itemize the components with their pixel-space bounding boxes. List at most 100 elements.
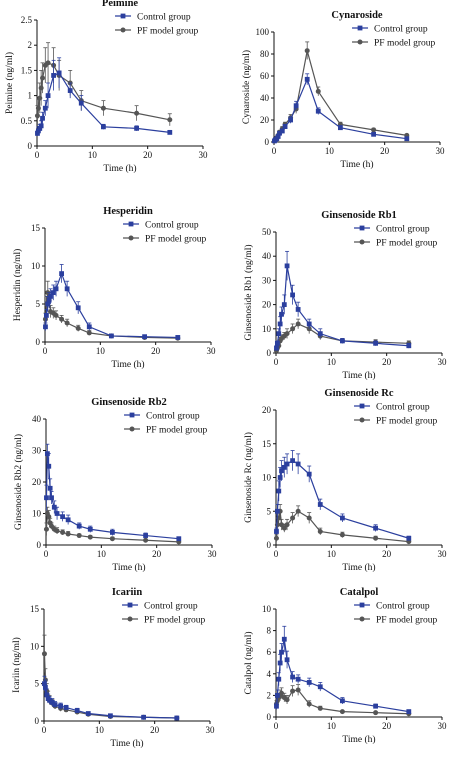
data-point — [295, 307, 301, 312]
data-point — [37, 125, 43, 131]
data-point — [339, 532, 345, 538]
legend-marker — [128, 221, 134, 227]
x-tick-label: 10 — [327, 721, 337, 731]
data-point — [290, 674, 295, 680]
data-point — [176, 536, 182, 542]
data-point — [53, 312, 59, 318]
x-tick-label: 20 — [382, 721, 392, 731]
series-line — [275, 265, 409, 349]
data-point — [279, 468, 284, 474]
data-point — [78, 100, 84, 106]
y-tick-label: 0 — [35, 716, 40, 726]
data-point — [315, 88, 321, 94]
legend-label: PF model group — [145, 235, 206, 245]
legend-label: Control group — [137, 13, 191, 23]
legend-marker — [129, 426, 135, 432]
data-point — [274, 345, 279, 351]
x-tick-label: 10 — [325, 146, 335, 156]
data-point — [43, 526, 49, 532]
data-point — [295, 676, 301, 682]
x-tick-label: 10 — [97, 549, 107, 559]
data-point — [38, 123, 44, 129]
chart-title: Ginsenoside Rb1 — [321, 210, 397, 221]
data-point — [317, 705, 323, 711]
data-point — [317, 684, 323, 690]
data-point — [143, 537, 149, 543]
data-point — [315, 108, 321, 114]
y-tick-label: 10 — [32, 509, 42, 519]
data-point — [38, 85, 44, 91]
x-tick-label: 0 — [274, 549, 279, 559]
y-tick-label: 5 — [267, 506, 272, 516]
legend-label: Control group — [376, 602, 430, 612]
y-tick-label: 5 — [35, 679, 40, 689]
y-tick-label: 100 — [256, 27, 270, 37]
data-point — [64, 320, 70, 326]
data-point — [45, 60, 51, 66]
y-tick-label: 6 — [267, 647, 272, 657]
x-tick-label: 30 — [438, 549, 448, 559]
data-point — [59, 271, 64, 276]
x-tick-label: 20 — [143, 150, 153, 160]
data-point — [101, 124, 106, 130]
x-tick-label: 30 — [199, 150, 209, 160]
data-point — [42, 685, 48, 690]
data-point — [174, 715, 180, 721]
data-point — [281, 302, 287, 307]
data-point — [279, 690, 285, 696]
series-line — [275, 639, 409, 713]
x-tick-label: 0 — [272, 146, 277, 156]
chart-panel-1: Peimine 0 0.5 1 1.5 2 2.5 0 10 20 30 Time (h) Peimin… — [4, 0, 208, 174]
data-point — [275, 134, 281, 139]
data-point — [284, 697, 290, 703]
chart-title: Cynaroside — [331, 10, 382, 21]
data-point — [37, 95, 43, 101]
y-tick-label: 10 — [262, 473, 272, 483]
data-point — [43, 324, 48, 330]
y-tick-label: 40 — [32, 414, 42, 424]
data-point — [109, 536, 115, 542]
y-tick-label: 15 — [30, 604, 40, 614]
data-point — [75, 325, 81, 331]
y-tick-label: 40 — [260, 93, 270, 103]
y-tick-label: 2 — [267, 690, 272, 700]
x-axis-label: Time (h) — [112, 562, 145, 573]
legend-marker — [357, 25, 363, 31]
data-point — [404, 136, 410, 142]
y-tick-label: 0 — [36, 337, 41, 347]
legend-marker — [359, 602, 365, 608]
y-axis-label: Ginsenoside Rc (ng/ml) — [243, 432, 254, 523]
data-point — [304, 48, 310, 54]
x-tick-label: 20 — [150, 725, 160, 735]
data-point — [276, 331, 282, 337]
y-tick-label: 2.5 — [21, 15, 33, 25]
y-axis-label: Cynaroside (ng/ml) — [241, 50, 252, 124]
chart-title: Hesperidin — [103, 206, 153, 217]
data-point — [46, 297, 52, 303]
data-point — [40, 115, 45, 121]
series-pf-model-group — [34, 42, 173, 126]
data-point — [317, 529, 323, 534]
legend-label: PF model group — [374, 39, 435, 49]
y-tick-label: 0 — [265, 137, 270, 147]
y-tick-label: 5 — [36, 299, 41, 309]
legend-label: PF model group — [376, 616, 437, 626]
chart-title: Icariin — [112, 587, 142, 598]
data-point — [60, 514, 65, 520]
legend-entry-pf-model-group: PF model group — [354, 239, 437, 249]
data-point — [306, 471, 312, 477]
legend-label: Control group — [376, 225, 430, 235]
legend-entry-pf-model-group: PF model group — [115, 27, 198, 37]
series-pf-model-group — [43, 506, 182, 545]
y-tick-label: 15 — [31, 223, 41, 233]
y-tick-label: 0 — [37, 540, 42, 550]
data-point — [75, 305, 81, 311]
x-tick-label: 30 — [206, 725, 216, 735]
chart-title: Ginsenoside Rc — [324, 388, 393, 399]
series-control-group — [272, 73, 410, 144]
y-tick-label: 1 — [28, 91, 33, 101]
chart-panel-7: Icariin 0 5 10 15 0 10 20 30 Time (h) Icariin (ng/… — [11, 587, 215, 749]
legend-entry-control-group: Control group — [354, 602, 430, 612]
data-point — [35, 131, 40, 136]
data-point — [44, 692, 50, 698]
